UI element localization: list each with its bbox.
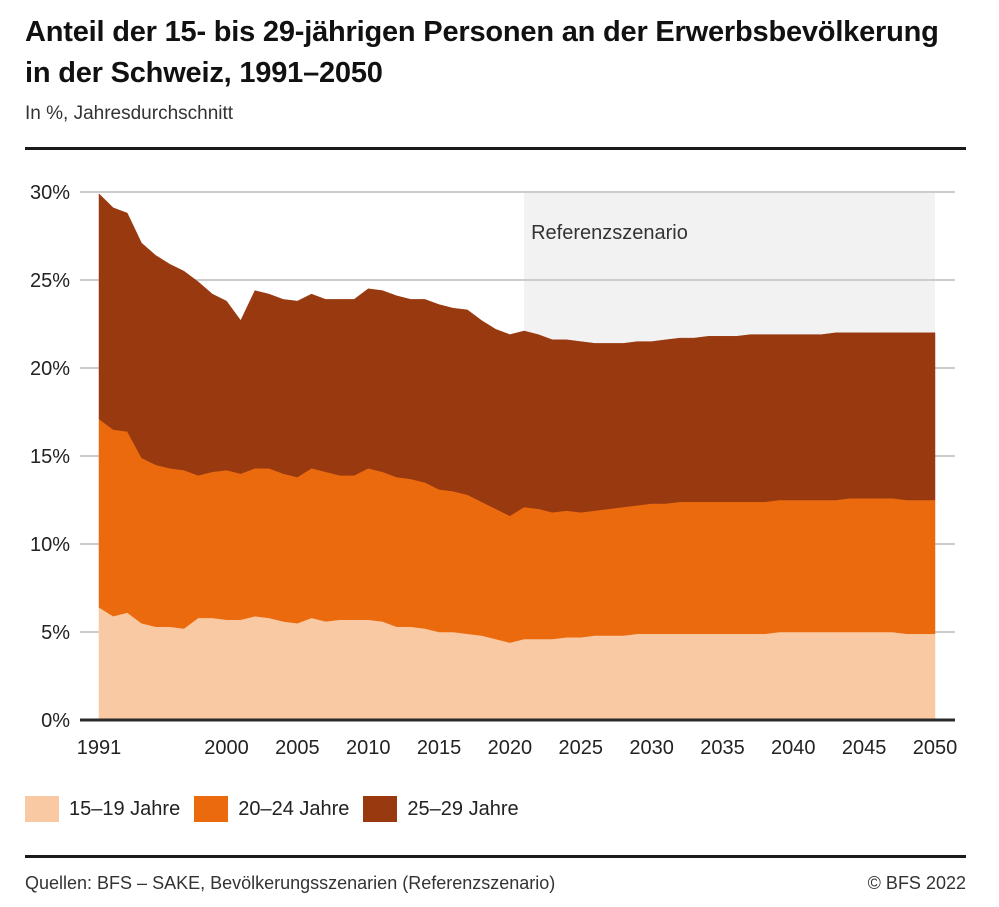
stacked-area-chart: Referenzszenario 0% 5% 10% 15% 20% 25% 30% 199… (30, 182, 958, 759)
x-tick-label: 2045 (842, 737, 887, 759)
axes-layer: 1991 2000 2005 2010 2015 2020 2025 2030 2035 2040… (77, 718, 958, 759)
legend-swatch-25-29 (363, 796, 398, 822)
areas-layer (98, 193, 936, 721)
legend-label-25-29: 25–29 Jahre (407, 797, 519, 820)
x-tick-label: 2015 (417, 737, 462, 759)
copyright: © BFS 2022 (867, 873, 966, 893)
y-tick-label: 20% (30, 358, 70, 380)
x-tick-label: 2010 (346, 737, 391, 759)
chart-title: Anteil der 15- bis 29-jährigen Personen … (25, 16, 939, 89)
legend-swatch-20-24 (194, 796, 229, 822)
x-tick-label: 2025 (559, 737, 604, 759)
x-tick-label: 2020 (488, 737, 533, 759)
legend-swatch-15-19 (25, 796, 59, 822)
legend-label-20-24: 20–24 Jahre (238, 797, 350, 820)
bottom-divider (25, 855, 966, 858)
x-tick-label: 2005 (275, 737, 320, 759)
area-25-29 (98, 193, 936, 517)
y-tick-label: 30% (30, 182, 70, 204)
legend-item-20-24: 20–24 Jahre (194, 796, 349, 822)
y-tick-label: 15% (30, 446, 70, 468)
x-tick-label: 2035 (700, 737, 745, 759)
x-tick-label: 2040 (771, 737, 816, 759)
legend: 15–19 Jahre 20–24 Jahre 25–29 Jahre (25, 796, 533, 822)
x-tick-label: 2050 (913, 737, 958, 759)
chart-subtitle: In %, Jahresdurchschnitt (25, 103, 234, 124)
x-tick-label: 1991 (77, 737, 122, 759)
legend-item-25-29: 25–29 Jahre (363, 796, 519, 822)
scenario-label: Referenzszenario (531, 222, 688, 244)
source-note: Quellen: BFS – SAKE, Bevölkerungsszenari… (25, 873, 556, 893)
x-tick-label: 2030 (629, 737, 674, 759)
y-tick-label: 10% (30, 534, 70, 556)
y-tick-label: 25% (30, 270, 70, 292)
legend-item-15-19: 15–19 Jahre (25, 796, 180, 822)
y-tick-label: 5% (41, 622, 70, 644)
y-tick-label: 0% (41, 710, 70, 732)
legend-label-15-19: 15–19 Jahre (69, 797, 181, 820)
top-divider (25, 147, 966, 150)
x-tick-label: 2000 (204, 737, 249, 759)
